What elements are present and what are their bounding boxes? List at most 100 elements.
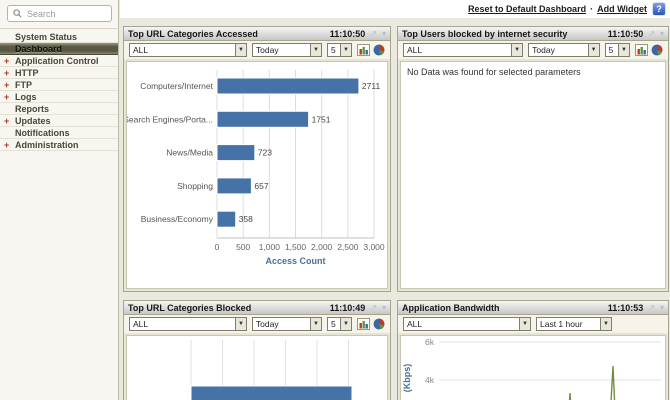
y-tick-label: 4k [425, 375, 435, 385]
widget-timestamp: 11:10:53 [607, 302, 644, 313]
expand-plus-icon[interactable]: + [4, 140, 10, 150]
search-input[interactable]: Search [7, 5, 112, 22]
bar [216, 110, 310, 128]
sidebar-item-application-control[interactable]: + Application Control [0, 55, 118, 67]
count-select[interactable]: 5 ▼ [327, 43, 352, 57]
widget-titlebar: Application Bandwidth 11:10:53 ↗ ▾ [398, 301, 668, 315]
widget-title: Application Bandwidth [402, 302, 500, 313]
sidebar-item-reports[interactable]: Reports [0, 103, 118, 115]
period-select-value: Today [255, 45, 279, 55]
popout-icon[interactable]: ↗ [648, 302, 655, 312]
x-axis-title: Access Count [265, 256, 325, 266]
pie-chart-view-icon[interactable] [373, 44, 385, 56]
scope-select-value: ALL [133, 319, 149, 329]
url-accessed-bar-chart: 0 500 1,000 1,500 2,000 2,500 3,000 Computers/I… [127, 70, 385, 266]
scope-select-value: ALL [133, 45, 149, 55]
sidebar-item-ftp[interactable]: + FTP [0, 79, 118, 91]
category-label: Search Engines/Porta... [127, 114, 213, 124]
widget-url-categories-accessed: Top URL Categories Accessed 11:10:50 ↗ ▾… [123, 26, 391, 292]
sidebar-divider [0, 28, 119, 29]
expand-plus-icon[interactable]: + [4, 116, 10, 126]
bar-value-label: 2711 [362, 81, 381, 91]
dashboard-toolbar: Reset to Default Dashboard · Add Widget … [120, 0, 670, 18]
scope-select[interactable]: ALL ▼ [129, 43, 247, 57]
x-tick-label: 2,000 [311, 242, 333, 252]
x-tick-label: 1,000 [259, 242, 281, 252]
popout-icon[interactable]: ↗ [370, 28, 377, 38]
scope-select[interactable]: ALL ▼ [129, 317, 247, 331]
sidebar-item-label: Dashboard [15, 44, 63, 54]
dropdown-arrow-icon: ▼ [587, 44, 599, 56]
chart-type-toggle [357, 44, 385, 56]
category-label: Business/Economy [141, 214, 214, 224]
sidebar-item-label: Notifications [15, 128, 70, 138]
chart-type-toggle [635, 44, 663, 56]
collapse-icon[interactable]: ▾ [381, 28, 386, 38]
sidebar-item-dashboard[interactable]: Dashboard [0, 43, 118, 55]
pie-chart-view-icon[interactable] [373, 318, 385, 330]
sidebar-item-http[interactable]: + HTTP [0, 67, 118, 79]
link-separator: · [590, 4, 594, 14]
widget-timestamp: 11:10:49 [329, 302, 366, 313]
x-tick-label: 1,500 [285, 242, 307, 252]
x-tick-label: 3,000 [363, 242, 385, 252]
reset-dashboard-link[interactable]: Reset to Default Dashboard [468, 4, 587, 14]
widget-title: Top URL Categories Blocked [128, 302, 252, 313]
expand-plus-icon[interactable]: + [4, 80, 10, 90]
popout-icon[interactable]: ↗ [370, 302, 377, 312]
period-select[interactable]: Last 1 hour ▼ [536, 317, 612, 331]
help-icon[interactable]: ? [653, 3, 665, 15]
bar-chart-view-icon[interactable] [635, 44, 648, 56]
bar-value-label: 358 [239, 214, 253, 224]
dropdown-arrow-icon: ▼ [234, 318, 246, 330]
widget-chart-area: No Data was found for selected parameter… [400, 61, 666, 289]
period-select[interactable]: Today ▼ [528, 43, 600, 57]
url-blocked-bar-chart [190, 340, 353, 400]
popout-icon[interactable]: ↗ [648, 28, 655, 38]
category-label: News/Media [166, 148, 213, 158]
dropdown-arrow-icon: ▼ [600, 318, 611, 330]
count-select[interactable]: 5 ▼ [327, 317, 352, 331]
widget-titlebar: Top Users blocked by internet security 1… [398, 27, 668, 41]
expand-plus-icon[interactable]: + [4, 92, 10, 102]
dropdown-arrow-icon: ▼ [234, 44, 246, 56]
collapse-icon[interactable]: ▾ [659, 302, 664, 312]
collapse-icon[interactable]: ▾ [659, 28, 664, 38]
collapse-icon[interactable]: ▾ [381, 302, 386, 312]
dropdown-arrow-icon: ▼ [310, 318, 321, 330]
dropdown-arrow-icon: ▼ [340, 44, 351, 56]
sidebar-item-label: HTTP [15, 68, 39, 78]
widget-title: Top Users blocked by internet security [402, 28, 568, 39]
bar [216, 144, 256, 162]
bandwidth-series-line [568, 365, 616, 400]
widget-filter-bar: ALL ▼ Last 1 hour ▼ [398, 315, 668, 333]
pie-chart-view-icon[interactable] [651, 44, 663, 56]
bar [216, 77, 360, 95]
sidebar-item-system-status[interactable]: System Status [0, 31, 118, 43]
x-tick-label: 500 [236, 242, 250, 252]
bar [216, 210, 237, 228]
dropdown-arrow-icon: ▼ [511, 44, 523, 56]
bar-chart-view-icon[interactable] [357, 318, 370, 330]
count-select-value: 5 [331, 319, 336, 329]
period-select[interactable]: Today ▼ [251, 317, 322, 331]
count-select[interactable]: 5 ▼ [604, 43, 630, 57]
dropdown-arrow-icon: ▼ [340, 318, 351, 330]
count-select-value: 5 [608, 45, 614, 55]
expand-plus-icon[interactable]: + [4, 56, 10, 66]
sidebar-item-notifications[interactable]: Notifications [0, 127, 118, 139]
sidebar-item-administration[interactable]: + Administration [0, 139, 118, 151]
widget-application-bandwidth: Application Bandwidth 11:10:53 ↗ ▾ ALL ▼… [397, 300, 669, 400]
expand-plus-icon[interactable]: + [4, 68, 10, 78]
bar-chart-view-icon[interactable] [357, 44, 370, 56]
sidebar-item-updates[interactable]: + Updates [0, 115, 118, 127]
widget-timestamp: 11:10:50 [329, 28, 366, 39]
sidebar-item-logs[interactable]: + Logs [0, 91, 118, 103]
y-tick-label: 6k [425, 337, 435, 347]
scope-select[interactable]: ALL ▼ [403, 43, 524, 57]
add-widget-link[interactable]: Add Widget [597, 4, 647, 14]
scope-select[interactable]: ALL ▼ [403, 317, 531, 331]
period-select[interactable]: Today ▼ [251, 43, 322, 57]
widget-url-categories-blocked: Top URL Categories Blocked 11:10:49 ↗ ▾ … [123, 300, 391, 400]
